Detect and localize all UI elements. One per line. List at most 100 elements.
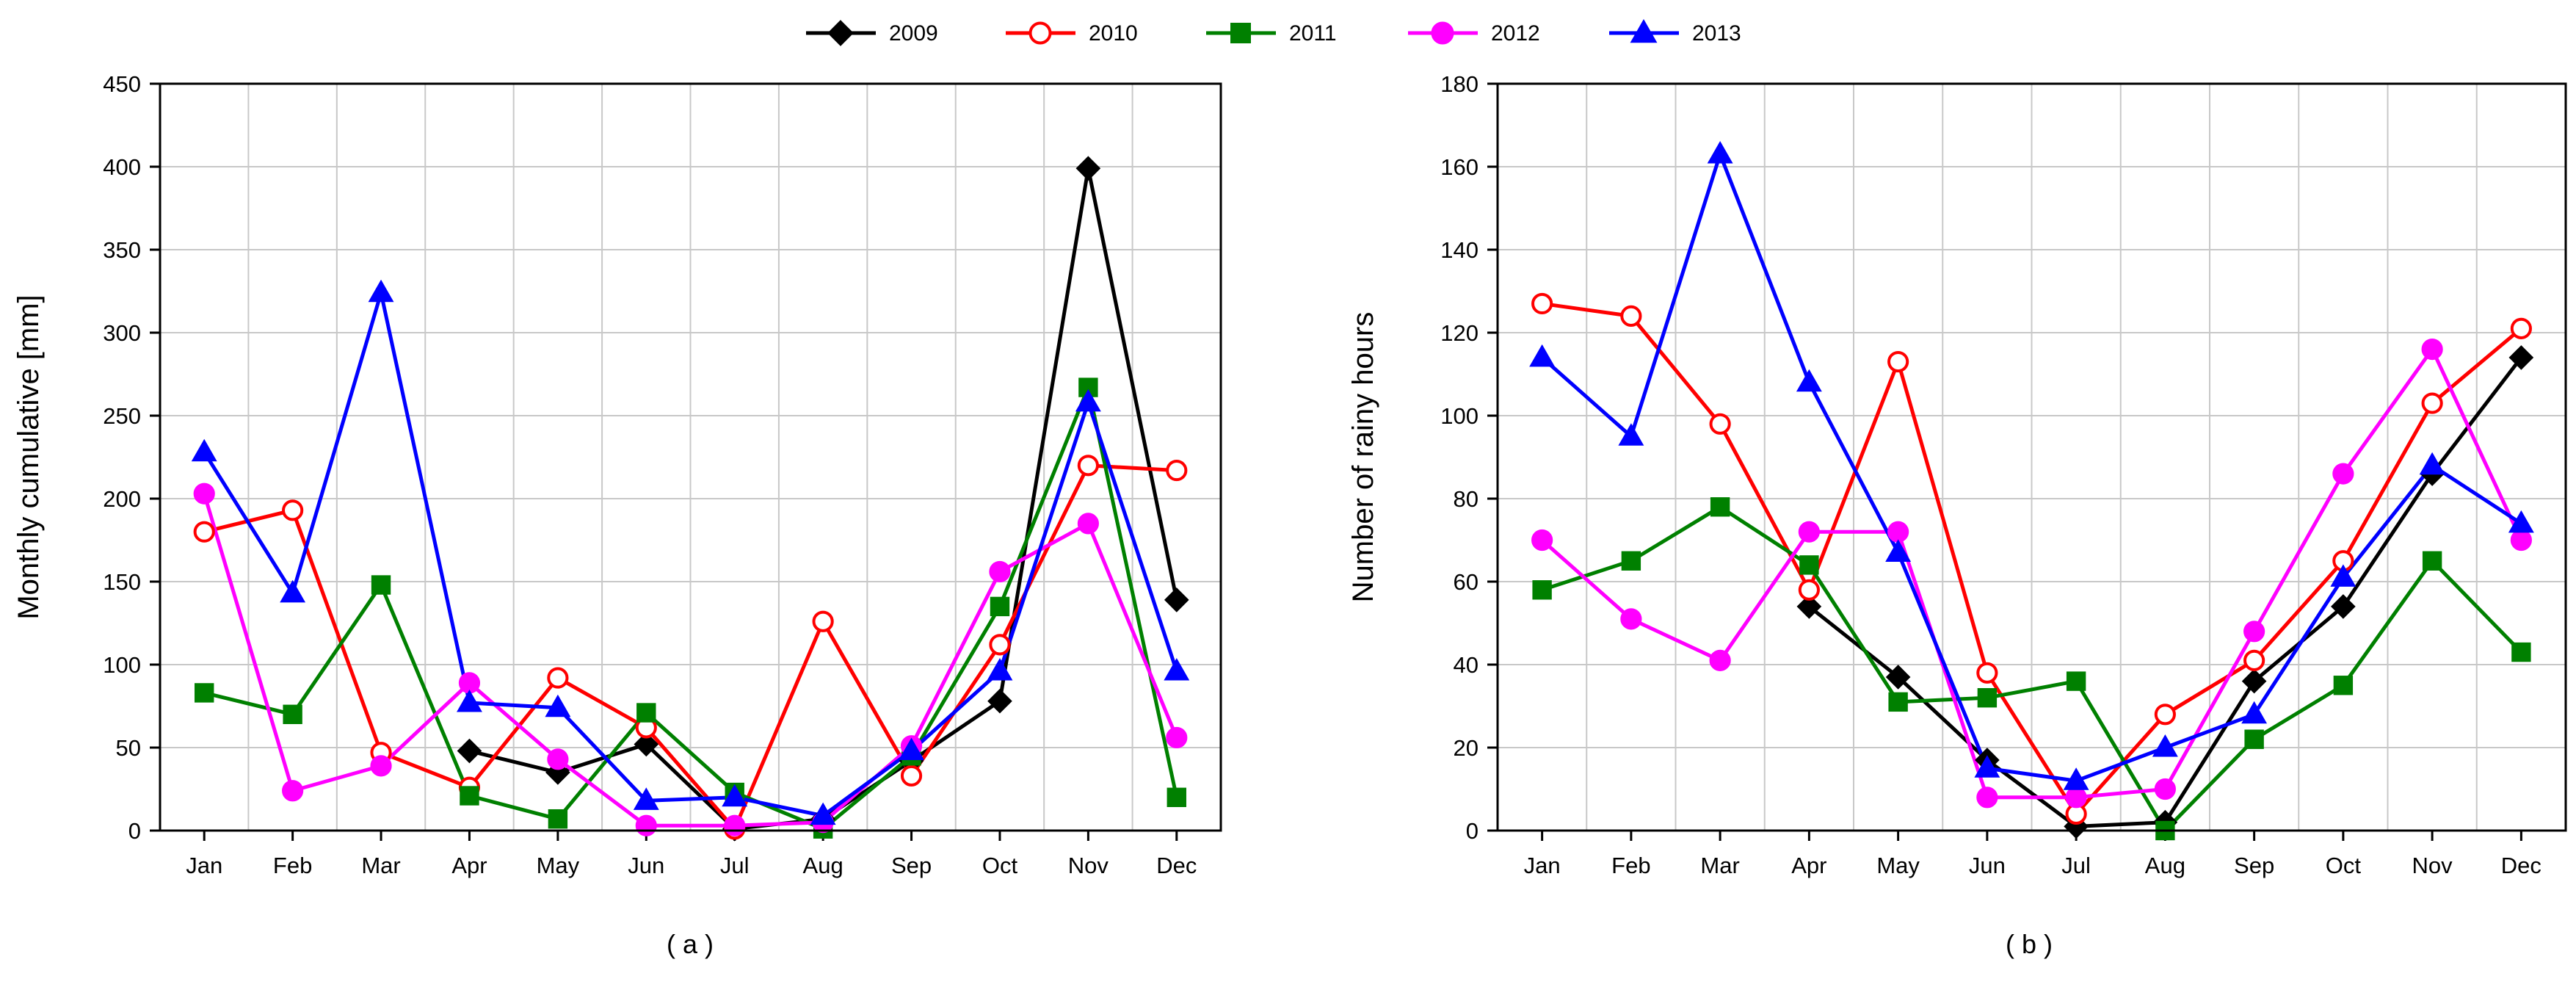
data-point-2010 [2154,704,2176,726]
data-point-2012 [1709,649,1731,671]
data-point-2012 [370,755,392,777]
data-point-2011 [990,596,1010,617]
data-point-2009 [634,731,659,757]
data-point-2011 [1888,692,1908,712]
data-point-2010 [2510,317,2532,339]
x-tick-label: Feb [1611,853,1650,878]
legend-entry-2009: 2009 [806,20,938,46]
data-point-2013 [722,784,748,807]
data-point-2012 [1798,521,1820,543]
y-axis-label: Monthly cumulative [mm] [12,294,45,619]
x-tick-label: Aug [2145,853,2185,878]
y-tick-label: 180 [1440,71,1479,97]
data-point-2010 [1709,413,1731,435]
y-tick-label: 400 [103,154,141,180]
data-point-2012 [1531,529,1553,552]
data-point-2012 [2154,778,2176,800]
series-2010 [203,463,1177,831]
data-point-2012 [1976,787,1998,809]
series-line-2012 [1540,347,2523,800]
series-markers-2012 [193,482,1188,836]
data-point-2011 [1799,555,1819,575]
data-point-2012 [2421,339,2443,361]
data-point-2013 [1075,388,1101,412]
data-point-2010 [193,521,215,543]
x-tick-label: Sep [2234,853,2274,878]
series-2010 [1542,301,2522,816]
series-line-2011 [203,386,1179,831]
data-point-2013 [1618,423,1644,446]
series-2013 [1540,152,2522,783]
data-point-2012 [458,672,481,694]
data-point-2012 [1077,513,1099,535]
legend-label-2011: 2011 [1289,21,1337,46]
data-point-2013 [1974,755,2000,778]
data-point-2010 [1976,662,1998,684]
x-tick-label: Nov [2412,853,2453,878]
data-point-2013 [899,737,924,761]
y-tick-label: 40 [1454,652,1479,678]
series-2011 [203,386,1179,831]
x-tick-label: Mar [1700,853,1739,878]
data-point-2009 [2331,594,2356,619]
series-line-2013 [1540,152,2522,783]
x-tick-label: Sep [891,853,932,878]
data-point-2013 [633,787,659,810]
y-tick-label: 250 [103,403,141,429]
data-point-2011 [1621,551,1641,571]
data-point-2010 [2421,392,2443,414]
data-point-2013 [1529,344,1556,367]
panel-label: ( a ) [667,929,714,959]
data-point-2010 [282,499,304,521]
y-tick-label: 0 [1466,818,1479,844]
data-point-2011 [371,575,391,595]
data-point-2009 [1885,665,1911,690]
legend-label-2012: 2012 [1491,21,1540,46]
data-point-2010 [900,764,923,787]
x-tick-label: Jan [186,853,222,878]
data-point-2012 [2243,621,2265,643]
series-2013 [203,291,1179,818]
x-tick-label: Apr [451,853,487,878]
y-tick-label: 100 [1440,403,1479,429]
x-tick-label: Oct [982,853,1018,878]
data-point-2010 [1166,459,1188,482]
data-point-2010 [1887,350,1909,373]
data-point-2013 [2152,734,2178,757]
y-tick-label: 0 [128,818,141,844]
x-tick-label: Mar [361,853,400,878]
data-point-2011 [1710,497,1730,517]
data-point-2013 [987,658,1013,681]
data-point-2009 [1796,594,1822,619]
data-point-2010 [1077,455,1099,477]
legend-entry-2011: 2011 [1206,21,1337,46]
data-point-2013 [810,802,836,825]
series-line-2010 [1542,301,2522,816]
legend-entry-2013: 2013 [1609,18,1741,46]
data-point-2013 [2419,452,2445,475]
legend-entry-2010: 2010 [1006,21,1138,46]
data-point-2011 [548,809,568,829]
x-tick-label: Aug [803,853,843,878]
x-tick-label: Jan [1524,853,1561,878]
data-point-2011 [2333,676,2354,695]
legend-marker-2012 [1431,21,1454,45]
y-tick-label: 300 [103,320,141,346]
data-point-2013 [191,438,217,462]
y-tick-label: 60 [1454,569,1479,595]
series-2011 [1541,505,2523,833]
data-point-2011 [2066,671,2086,691]
series-markers-2012 [1531,339,2532,809]
legend: 2009 2010 2011 2012 2013 [806,18,1741,46]
data-point-2012 [2065,787,2087,809]
data-point-2011 [1532,580,1552,600]
legend-marker-2009 [827,20,854,46]
data-point-2013 [545,694,571,717]
legend-label-2009: 2009 [889,21,938,46]
data-point-2009 [2241,668,2267,694]
legend-marker-2010 [1028,21,1052,45]
y-tick-label: 50 [116,735,141,761]
data-point-2010 [1531,292,1553,315]
x-tick-label: May [537,853,580,878]
